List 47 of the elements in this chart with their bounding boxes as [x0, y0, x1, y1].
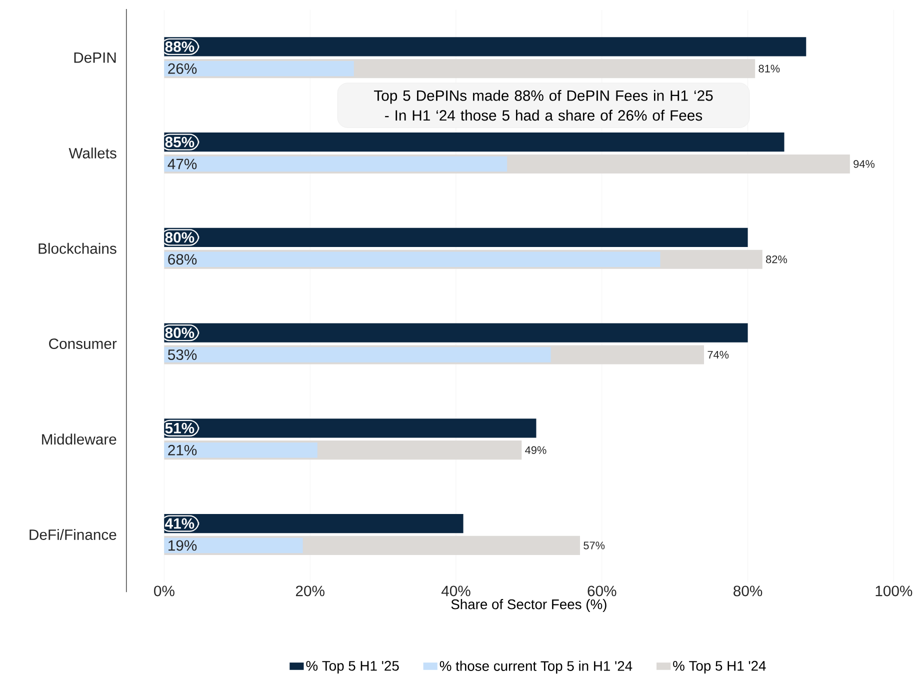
- data-label: 68%: [168, 254, 197, 265]
- legend-label: % Top 5 H1 '25: [306, 661, 399, 674]
- bar: [164, 442, 318, 458]
- x-tick-label: 20%: [296, 586, 324, 596]
- bar: [164, 514, 464, 534]
- x-tick-label: 100%: [876, 586, 912, 596]
- data-label: 80%: [165, 232, 194, 243]
- bar: [164, 323, 748, 342]
- x-tick-label: 80%: [734, 586, 762, 596]
- data-label: 81%: [758, 64, 780, 73]
- bar: [164, 252, 660, 268]
- data-label: 94%: [854, 160, 875, 168]
- data-label: 88%: [165, 42, 194, 52]
- data-label: 19%: [168, 540, 197, 551]
- x-tick-label: 0%: [154, 586, 174, 596]
- y-tick-label: Consumer: [49, 338, 117, 350]
- data-label: 74%: [708, 351, 729, 359]
- bar: [164, 538, 303, 554]
- bar: [164, 156, 508, 172]
- x-tick-label: 40%: [441, 586, 470, 596]
- data-label: 85%: [165, 136, 194, 148]
- data-label: 41%: [165, 518, 194, 529]
- legend-label: % those current Top 5 in H1 '24: [440, 660, 632, 674]
- bar: [164, 418, 536, 438]
- data-label: 53%: [168, 350, 197, 360]
- data-label: 82%: [766, 256, 787, 264]
- data-label: 80%: [165, 328, 194, 338]
- data-label: 26%: [168, 63, 197, 74]
- bar: [164, 347, 551, 362]
- data-label: 51%: [165, 423, 194, 434]
- data-label: 21%: [168, 445, 197, 456]
- data-label: 49%: [525, 446, 546, 454]
- bar: [164, 37, 806, 56]
- y-tick-label: DePIN: [74, 52, 116, 63]
- y-tick-label: Middleware: [42, 434, 116, 445]
- legend-label: % Top 5 H1 '24: [673, 661, 766, 674]
- data-label: 57%: [584, 542, 605, 550]
- x-axis-title: Share of Sector Fees (%): [451, 599, 606, 612]
- bar: [164, 228, 748, 248]
- y-tick-label: DeFi/Finance: [30, 529, 116, 540]
- y-tick-label: Wallets: [68, 148, 116, 159]
- data-label: 47%: [168, 158, 197, 170]
- annotation: Top 5 DePINs made 88% of DePIN Fees in H1 ‘25 - In H1 ‘24 those 5 had a share of 26% of Fees: [374, 90, 713, 121]
- bar: [164, 132, 784, 152]
- y-tick-label: Blockchains: [38, 243, 116, 254]
- x-tick-label: 60%: [588, 586, 616, 596]
- bar: [164, 61, 354, 76]
